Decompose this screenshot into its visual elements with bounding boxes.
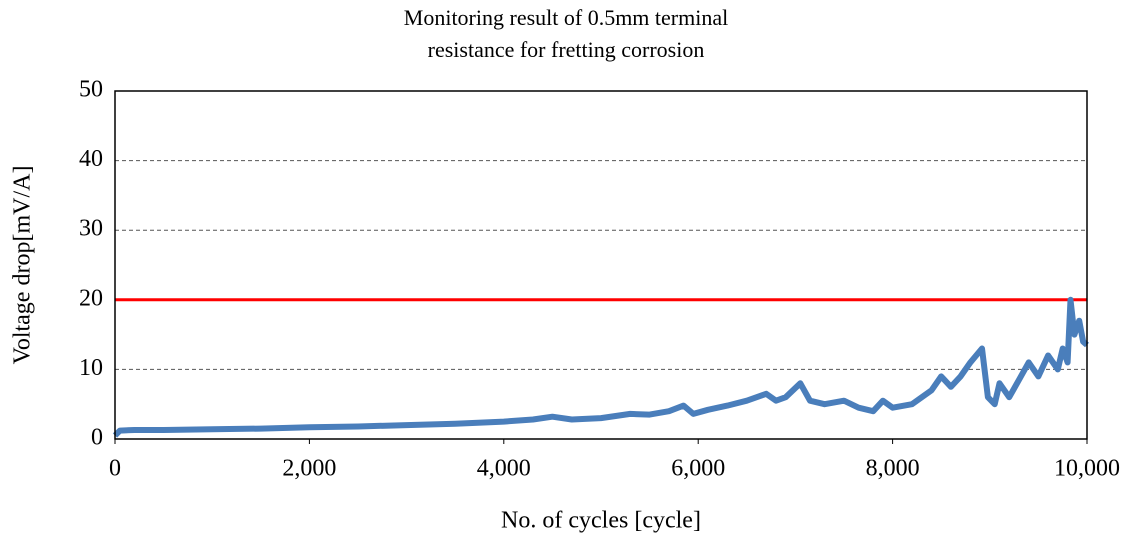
x-tick-label: 0	[109, 456, 121, 482]
x-tick-label: 2,000	[282, 456, 336, 482]
x-tick-label: 10,000	[1054, 456, 1120, 482]
data-line	[112, 296, 1089, 438]
y-tick-label: 30	[79, 216, 103, 242]
y-tick-label: 50	[79, 77, 103, 103]
y-tick-label: 20	[79, 285, 103, 311]
y-tick-label: 0	[91, 425, 103, 451]
y-tick-label: 40	[79, 146, 103, 172]
chart-title: Monitoring result of 0.5mm terminal	[404, 5, 728, 30]
chart-title: resistance for fretting corrosion	[428, 37, 705, 62]
x-tick-label: 6,000	[671, 456, 725, 482]
y-tick-label: 10	[79, 355, 103, 381]
x-tick-label: 8,000	[866, 456, 920, 482]
plot-frame	[114, 90, 1088, 440]
y-axis-label: Voltage drop[mV/A]	[10, 166, 36, 365]
x-tick-label: 4,000	[477, 456, 531, 482]
x-axis-label: No. of cycles [cycle]	[501, 508, 701, 534]
